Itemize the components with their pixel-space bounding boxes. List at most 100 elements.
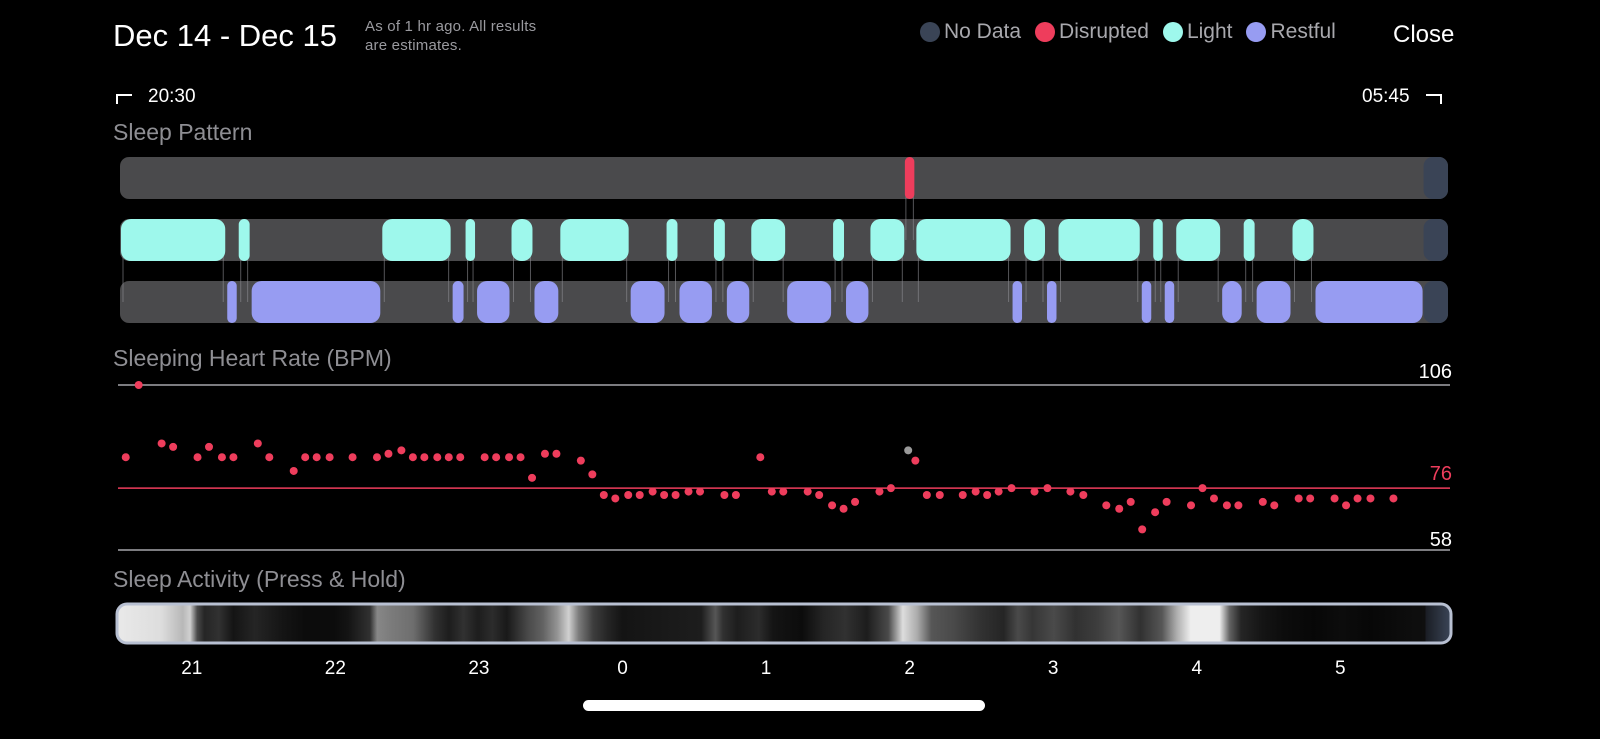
sleep-activity-strip[interactable] bbox=[115, 602, 1453, 645]
restful-segment bbox=[227, 281, 237, 323]
heart-rate-chart: 106 76 58 bbox=[118, 361, 1452, 551]
hr-point bbox=[1222, 501, 1231, 510]
hr-point bbox=[408, 453, 417, 462]
restful-segment bbox=[1315, 281, 1423, 323]
legend-item-disrupted: Disrupted bbox=[1035, 20, 1149, 44]
page-title: Dec 14 - Dec 15 bbox=[113, 18, 337, 53]
subtitle: As of 1 hr ago. All results are estimate… bbox=[365, 17, 536, 55]
hr-point bbox=[983, 491, 992, 499]
restful-segment bbox=[1222, 281, 1242, 323]
hr-point bbox=[193, 453, 202, 462]
hr-point bbox=[1162, 497, 1171, 506]
hr-point bbox=[624, 491, 633, 499]
x-tick-label: 5 bbox=[1335, 658, 1346, 679]
range-end-bracket-icon bbox=[1425, 93, 1442, 104]
hr-point bbox=[134, 381, 143, 389]
hr-point bbox=[1330, 494, 1339, 503]
hr-point bbox=[1353, 494, 1362, 503]
hr-point bbox=[648, 487, 657, 496]
hr-min-label: 58 bbox=[1430, 529, 1452, 551]
hr-point bbox=[588, 470, 597, 479]
range-start-time: 20:30 bbox=[148, 86, 196, 107]
legend-dot bbox=[920, 22, 940, 42]
light-segment bbox=[511, 219, 533, 261]
hr-point bbox=[731, 491, 740, 499]
pattern-track-disrupted bbox=[120, 157, 1448, 199]
hr-point bbox=[911, 456, 920, 465]
hr-point bbox=[397, 446, 406, 455]
restful-segment bbox=[251, 281, 381, 323]
restful-segment bbox=[846, 281, 869, 323]
x-tick-label: 22 bbox=[325, 658, 346, 679]
restful-segment bbox=[630, 281, 665, 323]
hr-point bbox=[1187, 501, 1196, 510]
legend-label: Restful bbox=[1270, 20, 1336, 43]
hr-point bbox=[121, 453, 130, 462]
hr-point bbox=[971, 487, 980, 496]
close-button[interactable]: Close bbox=[1393, 21, 1455, 48]
hr-point bbox=[1151, 508, 1160, 517]
hr-point bbox=[540, 449, 549, 458]
x-tick-label: 0 bbox=[617, 658, 628, 679]
hr-point bbox=[851, 497, 860, 506]
light-segment bbox=[121, 219, 226, 261]
x-tick-label: 3 bbox=[1048, 658, 1059, 679]
range-end: 05:45 bbox=[1362, 86, 1442, 108]
x-tick-label: 1 bbox=[761, 658, 772, 679]
hr-point bbox=[505, 453, 514, 462]
hr-point bbox=[1138, 525, 1147, 534]
light-segment bbox=[1058, 219, 1140, 261]
hr-point bbox=[169, 442, 178, 451]
hr-point bbox=[1007, 484, 1016, 493]
light-segment bbox=[1243, 219, 1255, 261]
restful-segment bbox=[726, 281, 750, 323]
restful-segment bbox=[1164, 281, 1175, 323]
hr-point bbox=[301, 453, 310, 462]
hr-point bbox=[1043, 484, 1052, 493]
hr-point bbox=[217, 453, 226, 462]
no-data-segment bbox=[1423, 281, 1448, 323]
light-segment bbox=[870, 219, 905, 261]
light-segment bbox=[666, 219, 678, 261]
hr-point bbox=[480, 453, 489, 462]
home-indicator[interactable] bbox=[583, 700, 985, 711]
light-segment bbox=[1153, 219, 1163, 261]
sleep-pattern-segments bbox=[121, 157, 1423, 323]
hr-point bbox=[599, 491, 608, 499]
legend-dot bbox=[1246, 22, 1267, 42]
x-tick-label: 23 bbox=[468, 658, 489, 679]
hr-point bbox=[372, 453, 381, 462]
light-segment bbox=[560, 219, 629, 261]
x-tick-label: 21 bbox=[181, 658, 202, 679]
hr-point bbox=[325, 453, 334, 462]
hr-point bbox=[433, 453, 442, 462]
hr-point bbox=[1389, 494, 1398, 503]
pattern-track-restful bbox=[120, 281, 1448, 323]
hr-point bbox=[312, 453, 321, 462]
light-segment bbox=[238, 219, 250, 261]
hr-point bbox=[1079, 491, 1088, 499]
restful-segment bbox=[1256, 281, 1291, 323]
range-start: 20:30 bbox=[113, 86, 196, 108]
disrupted-segment bbox=[904, 157, 915, 199]
hr-point bbox=[1030, 487, 1039, 496]
hr-point bbox=[611, 494, 620, 503]
hr-point bbox=[1198, 484, 1207, 493]
light-segment bbox=[916, 219, 1011, 261]
restful-segment bbox=[1012, 281, 1023, 323]
light-segment bbox=[1176, 219, 1221, 261]
hr-point bbox=[1366, 494, 1375, 503]
x-tick-label: 2 bbox=[904, 658, 915, 679]
light-segment bbox=[382, 219, 451, 261]
hr-point bbox=[1066, 487, 1075, 496]
light-segment bbox=[465, 219, 476, 261]
hr-point bbox=[660, 491, 669, 499]
hr-point bbox=[886, 484, 895, 493]
hr-point bbox=[779, 487, 788, 496]
no-data-segment bbox=[1423, 219, 1448, 261]
hr-point bbox=[1102, 501, 1111, 510]
hr-point bbox=[958, 491, 967, 499]
hr-point bbox=[1209, 494, 1218, 503]
restful-segment bbox=[452, 281, 464, 323]
